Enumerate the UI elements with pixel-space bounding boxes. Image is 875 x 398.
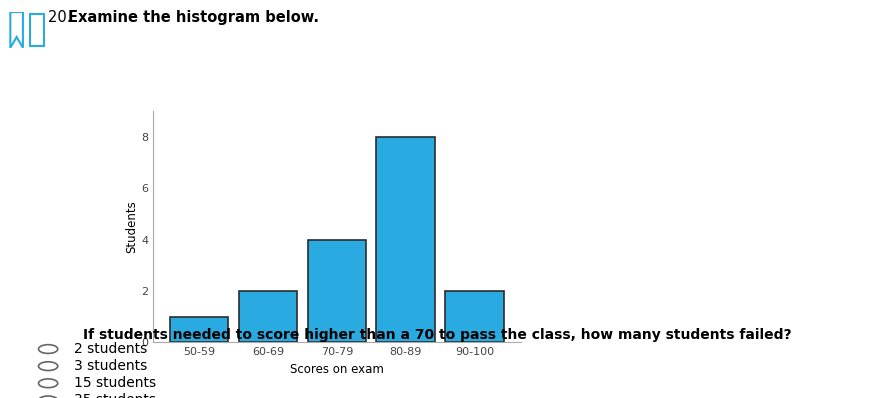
Text: 15 students: 15 students	[74, 376, 157, 390]
Text: 35 students: 35 students	[74, 393, 157, 398]
Y-axis label: Students: Students	[125, 201, 138, 253]
Text: 20.: 20.	[48, 10, 76, 25]
Text: If students needed to score higher than a 70 to pass the class, how many student: If students needed to score higher than …	[83, 328, 792, 342]
Text: 3 students: 3 students	[74, 359, 148, 373]
Bar	[170, 317, 228, 342]
Bar	[445, 291, 504, 342]
Bar	[308, 240, 366, 342]
Bar	[239, 291, 298, 342]
Bar	[376, 137, 435, 342]
X-axis label: Scores on exam: Scores on exam	[290, 363, 384, 376]
Text: Examine the histogram below.: Examine the histogram below.	[68, 10, 319, 25]
Text: 2 students: 2 students	[74, 342, 148, 356]
